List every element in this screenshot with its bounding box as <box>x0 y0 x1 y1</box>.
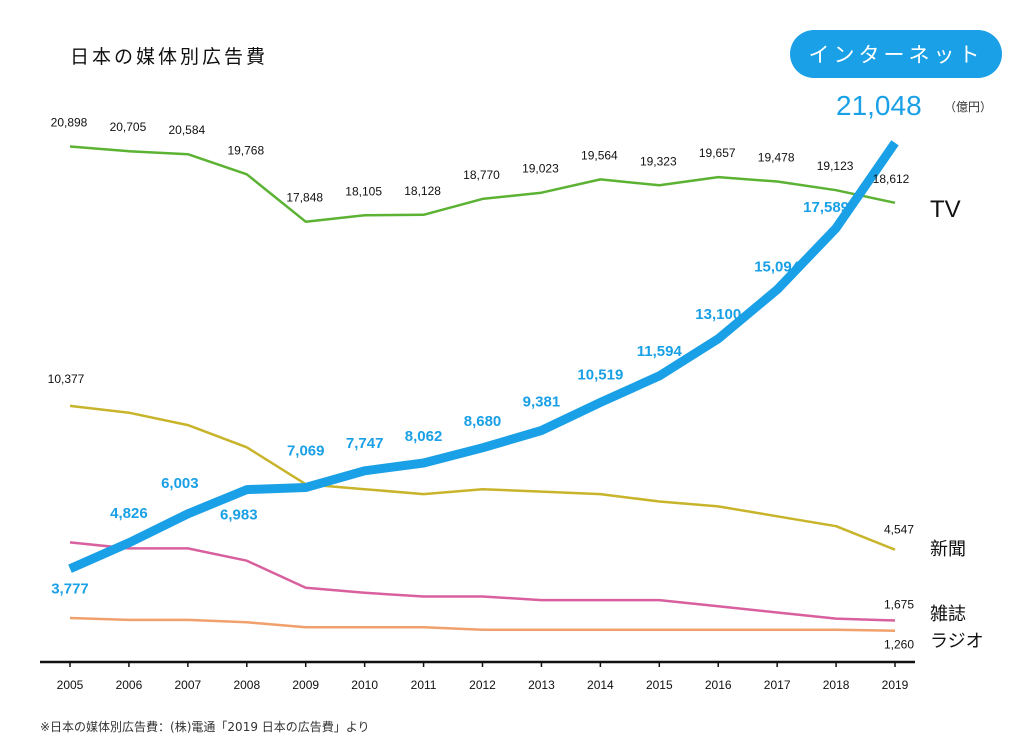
x-tick-label: 2007 <box>175 678 202 692</box>
internet-data-label: 8,680 <box>464 413 502 430</box>
tv-data-label: 19,768 <box>227 143 264 157</box>
x-tick-label: 2015 <box>646 678 673 692</box>
x-tick-label: 2016 <box>705 678 732 692</box>
tv-data-label: 19,123 <box>817 159 854 173</box>
series-label-tv: TV <box>930 196 961 223</box>
series-label-magazine: 雑誌 <box>930 604 966 625</box>
series-line-radio <box>69 616 896 632</box>
x-tick-label: 2005 <box>57 678 84 692</box>
tv-data-label: 19,023 <box>522 162 559 176</box>
x-tick-label: 2011 <box>411 678 437 692</box>
x-tick-label: 2012 <box>469 678 496 692</box>
source-footnote: ※日本の媒体別広告費：(株)電通「2019 日本の広告費」より <box>40 720 370 734</box>
tv-data-label: 18,770 <box>463 168 500 182</box>
internet-data-label: 6,983 <box>220 507 258 524</box>
internet-data-label: 13,100 <box>695 306 741 323</box>
x-tick-label: 2019 <box>882 678 909 692</box>
x-tick-label: 2017 <box>764 678 791 692</box>
x-tick-label: 2018 <box>823 678 850 692</box>
radio-data-label: 1,260 <box>884 638 914 652</box>
internet-data-label: 7,069 <box>287 442 325 459</box>
series-label-radio: ラジオ <box>930 631 984 652</box>
tv-data-label: 18,612 <box>873 172 910 186</box>
internet-data-label: 17,589 <box>803 199 849 216</box>
internet-data-label: 3,777 <box>51 581 89 598</box>
newspaper-data-label: 10,377 <box>48 372 85 386</box>
internet-data-label: 4,826 <box>110 505 148 522</box>
series-line-newspaper <box>69 404 896 551</box>
tv-data-label: 17,848 <box>286 191 323 205</box>
x-tick-label: 2008 <box>233 678 260 692</box>
tv-data-label: 19,323 <box>640 154 677 168</box>
tv-data-label: 19,478 <box>758 150 795 164</box>
tv-data-label: 20,584 <box>169 123 206 137</box>
x-tick-label: 2006 <box>116 678 143 692</box>
tv-data-label: 18,128 <box>404 184 441 198</box>
internet-series-badge: インターネット <box>790 30 1002 78</box>
series-line-internet <box>68 140 899 573</box>
internet-latest-value: 21,048 <box>836 90 922 121</box>
internet-data-label: 15,094 <box>754 259 801 276</box>
tv-data-label: 19,564 <box>581 148 618 162</box>
series-label-newspaper: 新聞 <box>930 539 966 560</box>
tv-data-label: 20,898 <box>51 115 88 129</box>
magazine-data-label: 1,675 <box>884 597 914 611</box>
x-tick-label: 2010 <box>351 678 378 692</box>
internet-data-label: 7,747 <box>346 435 384 452</box>
tv-data-label: 19,657 <box>699 146 736 160</box>
internet-data-label: 10,519 <box>577 366 623 383</box>
newspaper-data-label: 4,547 <box>884 523 914 537</box>
series-line-tv <box>69 145 896 223</box>
tv-data-label: 20,705 <box>110 120 147 134</box>
internet-data-label: 8,062 <box>405 428 443 445</box>
unit-label: （億円） <box>944 100 993 114</box>
internet-data-label: 11,594 <box>637 343 683 360</box>
x-tick-label: 2014 <box>587 678 614 692</box>
internet-data-label: 6,003 <box>161 475 199 492</box>
x-tick-label: 2009 <box>292 678 319 692</box>
chart-title: 日本の媒体別広告費 <box>70 46 269 68</box>
x-tick-label: 2013 <box>528 678 555 692</box>
series-line-magazine <box>69 541 896 622</box>
internet-data-label: 9,381 <box>523 393 561 410</box>
tv-data-label: 18,105 <box>345 184 382 198</box>
